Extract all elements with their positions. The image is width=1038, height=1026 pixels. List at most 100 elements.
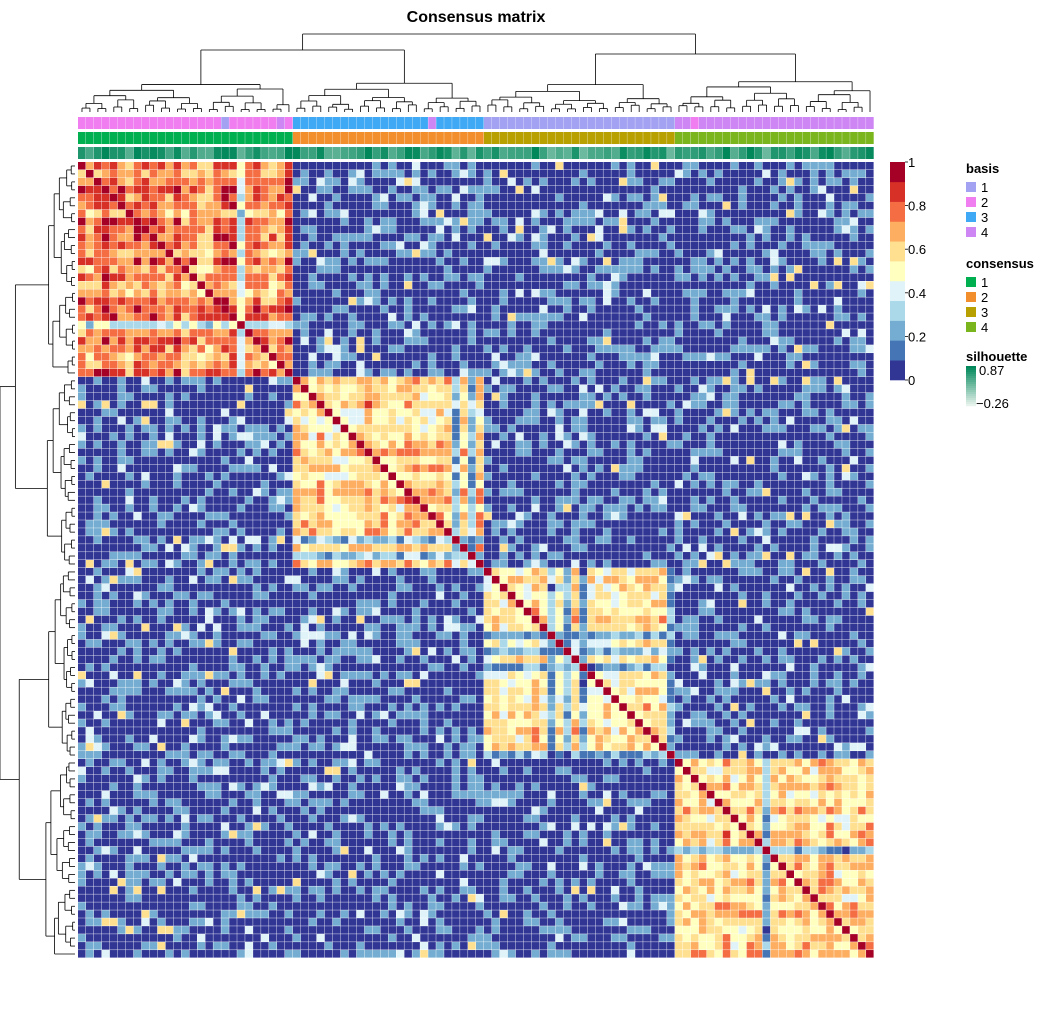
heatmap-cell <box>603 440 611 449</box>
heatmap-cell <box>659 456 667 465</box>
heatmap-cell <box>253 241 261 250</box>
heatmap-cell <box>197 257 205 266</box>
heatmap-cell <box>603 416 611 425</box>
heatmap-cell <box>555 193 564 202</box>
heatmap-cell <box>85 448 94 457</box>
heatmap-cell <box>507 225 516 234</box>
heatmap-cell <box>221 321 229 329</box>
heatmap-cell <box>420 257 428 266</box>
basis-annotation-cell <box>205 117 214 129</box>
heatmap-cell <box>404 392 412 401</box>
heatmap-cell <box>388 281 396 289</box>
heatmap-cell <box>603 400 611 409</box>
heatmap-cell <box>141 225 150 234</box>
consensus-annotation-cell <box>698 132 707 144</box>
heatmap-cell <box>157 209 166 218</box>
heatmap-cell <box>261 169 269 178</box>
heatmap-cell <box>754 177 763 186</box>
heatmap-cell <box>221 440 229 449</box>
heatmap-cell <box>237 424 245 433</box>
heatmap-cell <box>101 217 110 226</box>
heatmap-cell <box>762 225 771 234</box>
heatmap-cell <box>515 392 524 401</box>
heatmap-cell <box>292 472 301 480</box>
heatmap-cell <box>690 241 699 250</box>
heatmap-cell <box>539 480 548 488</box>
heatmap-cell <box>85 257 94 266</box>
heatmap-cell <box>269 162 277 170</box>
heatmap-cell <box>245 273 253 281</box>
heatmap-cell <box>643 233 651 242</box>
heatmap-cell <box>603 448 611 457</box>
heatmap-cell <box>571 265 580 274</box>
heatmap-cell <box>420 456 428 465</box>
heatmap-cell <box>380 257 389 266</box>
heatmap-cell <box>579 376 588 385</box>
heatmap-cell <box>515 361 524 369</box>
heatmap-cell <box>810 233 818 242</box>
heatmap-cell <box>388 424 396 433</box>
heatmap-cell <box>85 193 94 202</box>
heatmap-cell <box>300 400 309 409</box>
heatmap-cell <box>93 472 102 480</box>
heatmap-cell <box>149 337 158 345</box>
heatmap-cell <box>157 177 166 186</box>
basis-annotation-cell <box>428 117 436 129</box>
heatmap-cell <box>133 225 142 234</box>
heatmap-cell <box>396 368 404 377</box>
heatmap-cell <box>595 233 603 242</box>
heatmap-cell <box>78 225 86 234</box>
heatmap-cell <box>269 169 277 178</box>
heatmap-cell <box>404 305 412 313</box>
heatmap-cell <box>690 289 699 297</box>
heatmap-cell <box>269 177 277 186</box>
heatmap-cell <box>555 408 564 417</box>
heatmap-cell <box>253 162 261 170</box>
heatmap-cell <box>523 440 532 449</box>
heatmap-cell <box>269 201 277 210</box>
heatmap-cell <box>714 329 723 337</box>
heatmap-cell <box>555 392 564 401</box>
heatmap-cell <box>284 440 293 449</box>
heatmap-cell <box>173 249 182 258</box>
heatmap-cell <box>364 249 373 258</box>
heatmap-cell <box>85 440 94 449</box>
heatmap-cell <box>93 384 102 393</box>
heatmap-cell <box>659 185 667 194</box>
heatmap-cell <box>547 185 556 194</box>
heatmap-cell <box>483 313 492 321</box>
heatmap-cell <box>253 440 261 449</box>
heatmap-cell <box>531 361 540 369</box>
heatmap-cell <box>157 217 166 226</box>
heatmap-cell <box>555 265 564 274</box>
heatmap-cell <box>364 408 373 417</box>
heatmap-cell <box>794 416 802 425</box>
heatmap-cell <box>762 217 771 226</box>
heatmap-cell <box>810 225 818 234</box>
heatmap-cell <box>507 432 516 441</box>
heatmap-cell <box>834 233 842 242</box>
heatmap-cell <box>109 321 118 329</box>
heatmap-cell <box>269 400 277 409</box>
heatmap-cell <box>117 289 126 297</box>
heatmap-cell <box>444 241 452 250</box>
heatmap-cell <box>866 162 874 170</box>
heatmap-cell <box>93 225 102 234</box>
heatmap-cell <box>364 265 373 274</box>
heatmap-cell <box>619 464 627 473</box>
heatmap-cell <box>619 432 627 441</box>
heatmap-cell <box>412 368 420 377</box>
heatmap-cell <box>141 233 150 242</box>
heatmap-cell <box>78 233 86 242</box>
consensus-annotation-cell <box>802 132 811 144</box>
heatmap-cell <box>690 313 699 321</box>
heatmap-cell <box>754 273 763 281</box>
heatmap-cell <box>428 249 436 258</box>
heatmap-cell <box>348 193 357 202</box>
heatmap-cell <box>738 400 747 409</box>
consensus-annotation-cell <box>292 132 301 144</box>
heatmap-cell <box>714 265 723 274</box>
heatmap-cell <box>675 392 683 401</box>
heatmap-cell <box>539 209 548 218</box>
heatmap-cell <box>842 241 850 250</box>
